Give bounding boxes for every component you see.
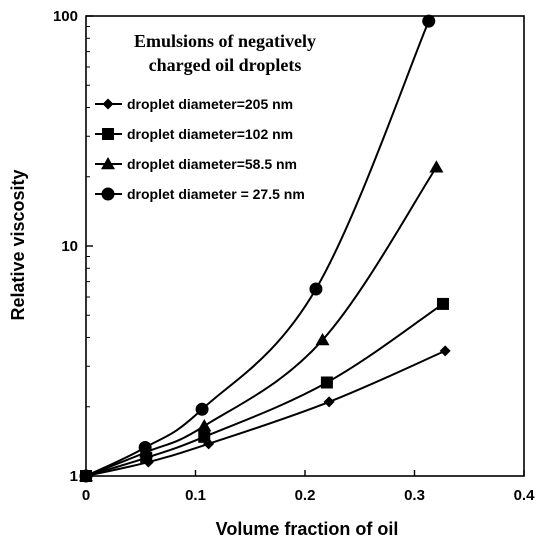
series-line-diamond <box>85 349 446 477</box>
x-tick-label: 0.4 <box>514 487 536 504</box>
y-tick-label: 10 <box>61 238 78 255</box>
data-point-triangle <box>429 160 444 173</box>
plot-layer: 0 0.1 0.2 0.3 0.4 1 10 100 <box>53 8 535 504</box>
data-point-square <box>320 376 333 389</box>
data-point-triangle <box>197 418 212 432</box>
data-point-circle <box>309 282 323 296</box>
legend-items: droplet diameter=205 nm droplet diameter=… <box>95 96 305 202</box>
x-tick-label: 0.1 <box>185 487 206 504</box>
legend-marker-square <box>102 128 114 140</box>
legend-marker-diamond <box>102 98 114 110</box>
series-line-square <box>85 303 444 477</box>
data-point-circle <box>422 14 436 28</box>
legend-marker-circle <box>101 187 115 201</box>
data-point-circle <box>195 402 209 416</box>
legend-label-circle: droplet diameter = 27.5 nm <box>127 186 305 202</box>
legend-label-diamond: droplet diameter=205 nm <box>127 96 293 112</box>
x-tick-label: 0 <box>82 487 90 504</box>
x-tick-label: 0.3 <box>404 487 425 504</box>
y-tick-label: 1 <box>70 468 78 485</box>
x-tick-label: 0.2 <box>295 487 316 504</box>
legend-title-line-2: charged oil droplets <box>149 55 302 75</box>
legend-marker-triangle <box>101 157 115 170</box>
data-point-circle <box>79 469 93 483</box>
series-line-circle <box>85 20 430 477</box>
y-axis-title: Relative viscosity <box>8 169 28 320</box>
data-point-square <box>198 430 211 443</box>
legend-label-triangle: droplet diameter=58.5 nm <box>127 156 297 172</box>
y-tick-label: 100 <box>53 8 78 25</box>
series-line-triangle <box>85 166 438 477</box>
plot-frame <box>85 15 525 477</box>
x-axis-title: Volume fraction of oil <box>216 519 399 539</box>
data-point-diamond <box>439 345 451 357</box>
data-point-diamond <box>323 396 335 408</box>
data-point-circle <box>138 441 152 455</box>
legend: Emulsions of negatively charged oil drop… <box>95 31 316 202</box>
legend-label-square: droplet diameter=102 nm <box>127 126 293 142</box>
data-point-square <box>436 297 449 310</box>
data-point-triangle <box>315 333 330 346</box>
legend-title-line-1: Emulsions of negatively <box>134 31 316 51</box>
